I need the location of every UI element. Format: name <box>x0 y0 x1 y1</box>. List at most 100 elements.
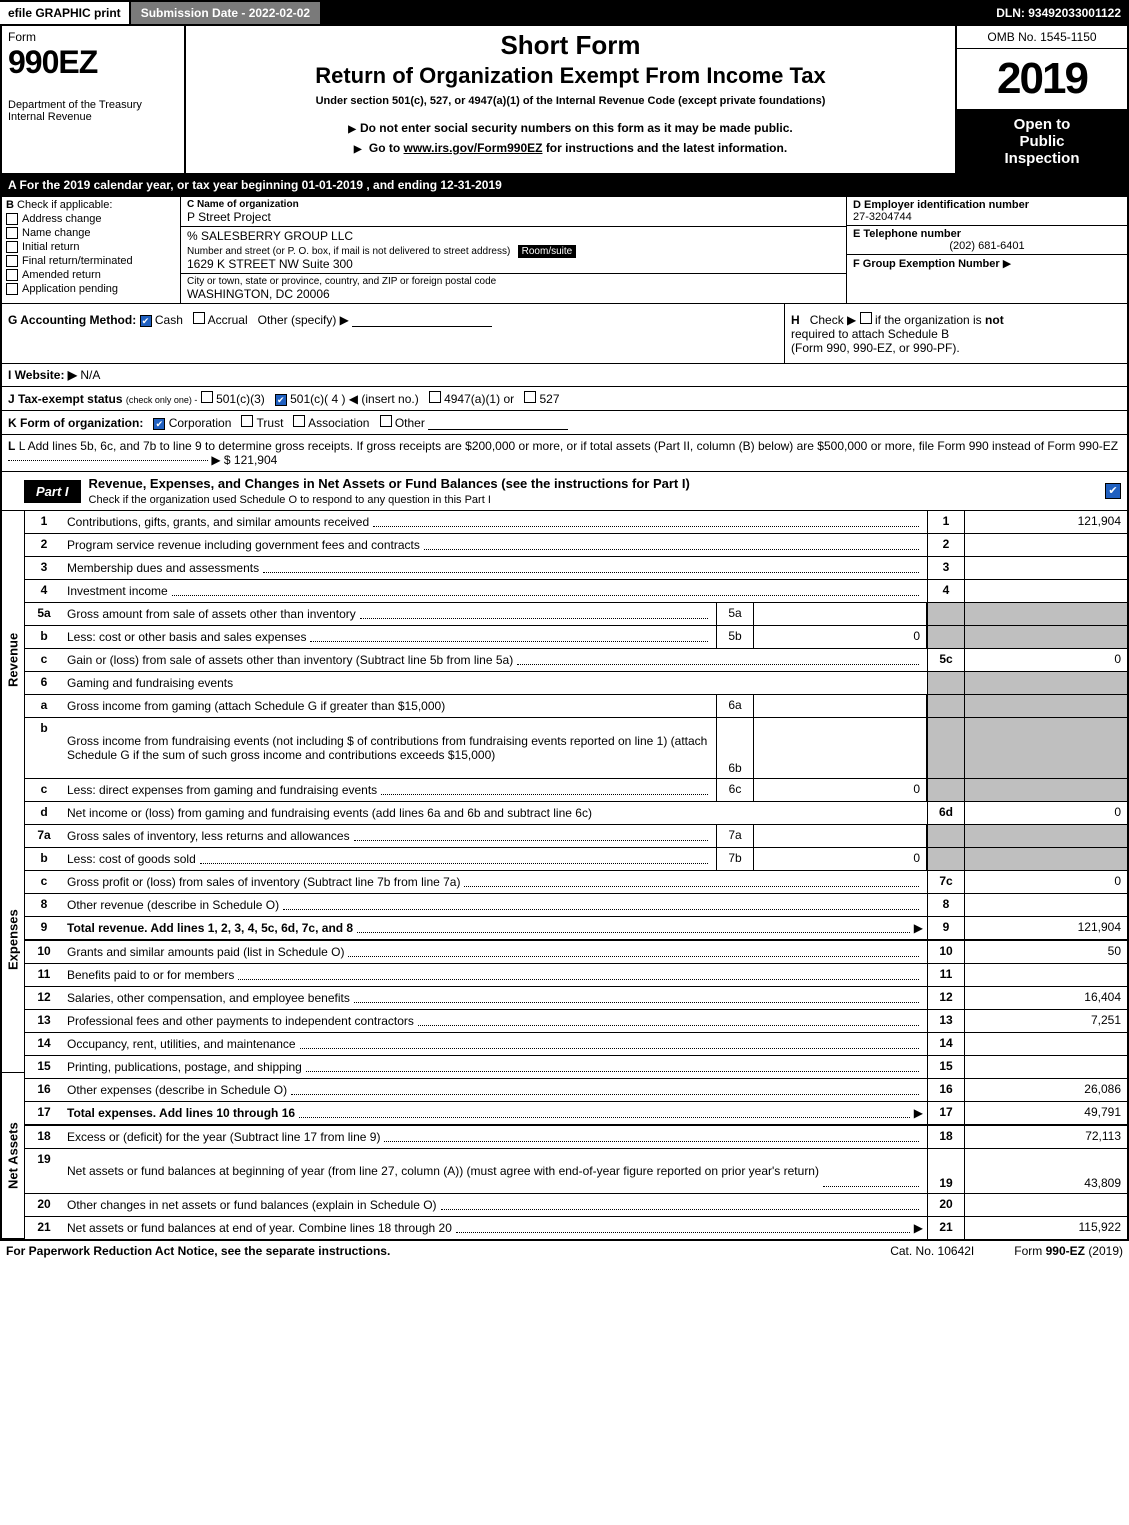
checkbox-501c[interactable]: ✔ <box>275 394 287 406</box>
efile-print-link[interactable]: efile GRAPHIC print <box>0 2 131 24</box>
checkbox-address-change[interactable] <box>6 213 18 225</box>
g-cash: Cash <box>155 313 183 327</box>
checkbox-initial-return[interactable] <box>6 241 18 253</box>
line-7c-num: c <box>25 871 63 893</box>
line-18-rval: 72,113 <box>964 1126 1127 1148</box>
line-11-rval <box>964 964 1127 986</box>
form-header: Form 990EZ Department of the Treasury In… <box>0 26 1129 175</box>
line-1-rnum: 1 <box>927 511 964 533</box>
j-label: J Tax-exempt status <box>8 392 123 406</box>
checkbox-final-return[interactable] <box>6 255 18 267</box>
line-13-num: 13 <box>25 1010 63 1032</box>
line-5c: c Gain or (loss) from sale of assets oth… <box>25 649 1127 672</box>
checkbox-cash[interactable]: ✔ <box>140 315 152 327</box>
line-15: 15 Printing, publications, postage, and … <box>25 1056 1127 1079</box>
line-1-num: 1 <box>25 511 63 533</box>
line-7a-rnum-shade <box>927 825 964 847</box>
checkbox-association[interactable] <box>293 415 305 427</box>
line-15-num: 15 <box>25 1056 63 1078</box>
line-5b-num: b <box>25 626 63 648</box>
line-7c-rval: 0 <box>964 871 1127 893</box>
line-7c: c Gross profit or (loss) from sales of i… <box>25 871 1127 894</box>
cb-label-4: Amended return <box>22 269 101 281</box>
header-right: OMB No. 1545-1150 2019 Open to Public In… <box>955 26 1127 173</box>
cb-label-0: Address change <box>22 213 102 225</box>
k-form-org-row: K Form of organization: ✔ Corporation Tr… <box>0 411 1129 435</box>
line-14-rval <box>964 1033 1127 1055</box>
side-labels: Revenue Expenses Net Assets <box>2 511 25 1239</box>
line-5b-midval: 0 <box>754 626 927 648</box>
checkbox-other-org[interactable] <box>380 415 392 427</box>
line-4-desc: Investment income <box>67 584 168 598</box>
line-16: 16 Other expenses (describe in Schedule … <box>25 1079 1127 1102</box>
checkbox-name-change[interactable] <box>6 227 18 239</box>
line-7b-rval-shade <box>964 848 1127 870</box>
line-6a-desc: Gross income from gaming (attach Schedul… <box>67 699 445 713</box>
line-9-num: 9 <box>25 917 63 939</box>
form-number: 990EZ <box>8 44 178 81</box>
line-8-rval <box>964 894 1127 916</box>
line-17-desc: Total expenses. Add lines 10 through 16 <box>67 1106 295 1120</box>
line-2-rnum: 2 <box>927 534 964 556</box>
checkbox-corporation[interactable]: ✔ <box>153 418 165 430</box>
line-7c-desc: Gross profit or (loss) from sales of inv… <box>67 875 460 889</box>
line-10-desc: Grants and similar amounts paid (list in… <box>67 945 344 959</box>
line-8: 8 Other revenue (describe in Schedule O)… <box>25 894 1127 917</box>
col-def: D Employer identification number 27-3204… <box>846 197 1127 303</box>
line-11-desc: Benefits paid to or for members <box>67 968 234 982</box>
line-6-num: 6 <box>25 672 63 694</box>
line-16-rval: 26,086 <box>964 1079 1127 1101</box>
line-4-num: 4 <box>25 580 63 602</box>
line-20-rval <box>964 1194 1127 1216</box>
g-other-fill[interactable] <box>352 314 492 327</box>
line-18-rnum: 18 <box>927 1126 964 1148</box>
line-15-rval <box>964 1056 1127 1078</box>
l-amount: $ 121,904 <box>224 453 277 467</box>
line-6-rnum-shade <box>927 672 964 694</box>
line-15-desc: Printing, publications, postage, and shi… <box>67 1060 302 1074</box>
side-revenue: Revenue <box>2 511 24 808</box>
submission-date: Submission Date - 2022-02-02 <box>131 2 322 24</box>
cb-label-2: Initial return <box>22 241 79 253</box>
line-7b-midval: 0 <box>754 848 927 870</box>
checkbox-501c3[interactable] <box>201 391 213 403</box>
c-care-of: % SALESBERRY GROUP LLC <box>187 229 840 243</box>
line-6: 6 Gaming and fundraising events <box>25 672 1127 695</box>
line-6b-midval <box>754 718 927 778</box>
checkbox-trust[interactable] <box>241 415 253 427</box>
j-opt4: 527 <box>539 392 559 406</box>
dln-label: DLN: 93492033001122 <box>988 2 1129 24</box>
line-3-rnum: 3 <box>927 557 964 579</box>
goto-link[interactable]: www.irs.gov/Form990EZ <box>404 141 543 155</box>
line-7b-num: b <box>25 848 63 870</box>
k-other-fill[interactable] <box>428 417 568 430</box>
checkbox-application-pending[interactable] <box>6 283 18 295</box>
checkbox-amended-return[interactable] <box>6 269 18 281</box>
line-13-desc: Professional fees and other payments to … <box>67 1014 414 1028</box>
line-8-desc: Other revenue (describe in Schedule O) <box>67 898 279 912</box>
line-12-rnum: 12 <box>927 987 964 1009</box>
part-i-title-text: Revenue, Expenses, and Changes in Net As… <box>89 476 690 491</box>
part-i-checkbox[interactable]: ✔ <box>1105 483 1121 499</box>
page-footer: For Paperwork Reduction Act Notice, see … <box>0 1241 1129 1261</box>
line-6c-midnum: 6c <box>716 779 754 801</box>
line-3-rval <box>964 557 1127 579</box>
line-7c-rnum: 7c <box>927 871 964 893</box>
f-arrow-icon: ▶ <box>1003 258 1011 270</box>
line-6b-num: b <box>25 718 63 778</box>
col-b: B Check if applicable: Address change Na… <box>2 197 181 303</box>
h-not: not <box>985 313 1004 327</box>
checkbox-accrual[interactable] <box>193 312 205 324</box>
line-7b: b Less: cost of goods sold 7b 0 <box>25 848 1127 871</box>
line-7a-num: 7a <box>25 825 63 847</box>
line-7b-midnum: 7b <box>716 848 754 870</box>
line-17-rnum: 17 <box>927 1102 964 1124</box>
b-label: B <box>6 199 14 211</box>
checkbox-h[interactable] <box>860 312 872 324</box>
gh-block: G Accounting Method: ✔ Cash Accrual Othe… <box>0 304 1129 364</box>
k-opt3: Association <box>308 416 369 430</box>
line-6a-num: a <box>25 695 63 717</box>
checkbox-527[interactable] <box>524 391 536 403</box>
under-section: Under section 501(c), 527, or 4947(a)(1)… <box>194 95 947 107</box>
checkbox-4947[interactable] <box>429 391 441 403</box>
